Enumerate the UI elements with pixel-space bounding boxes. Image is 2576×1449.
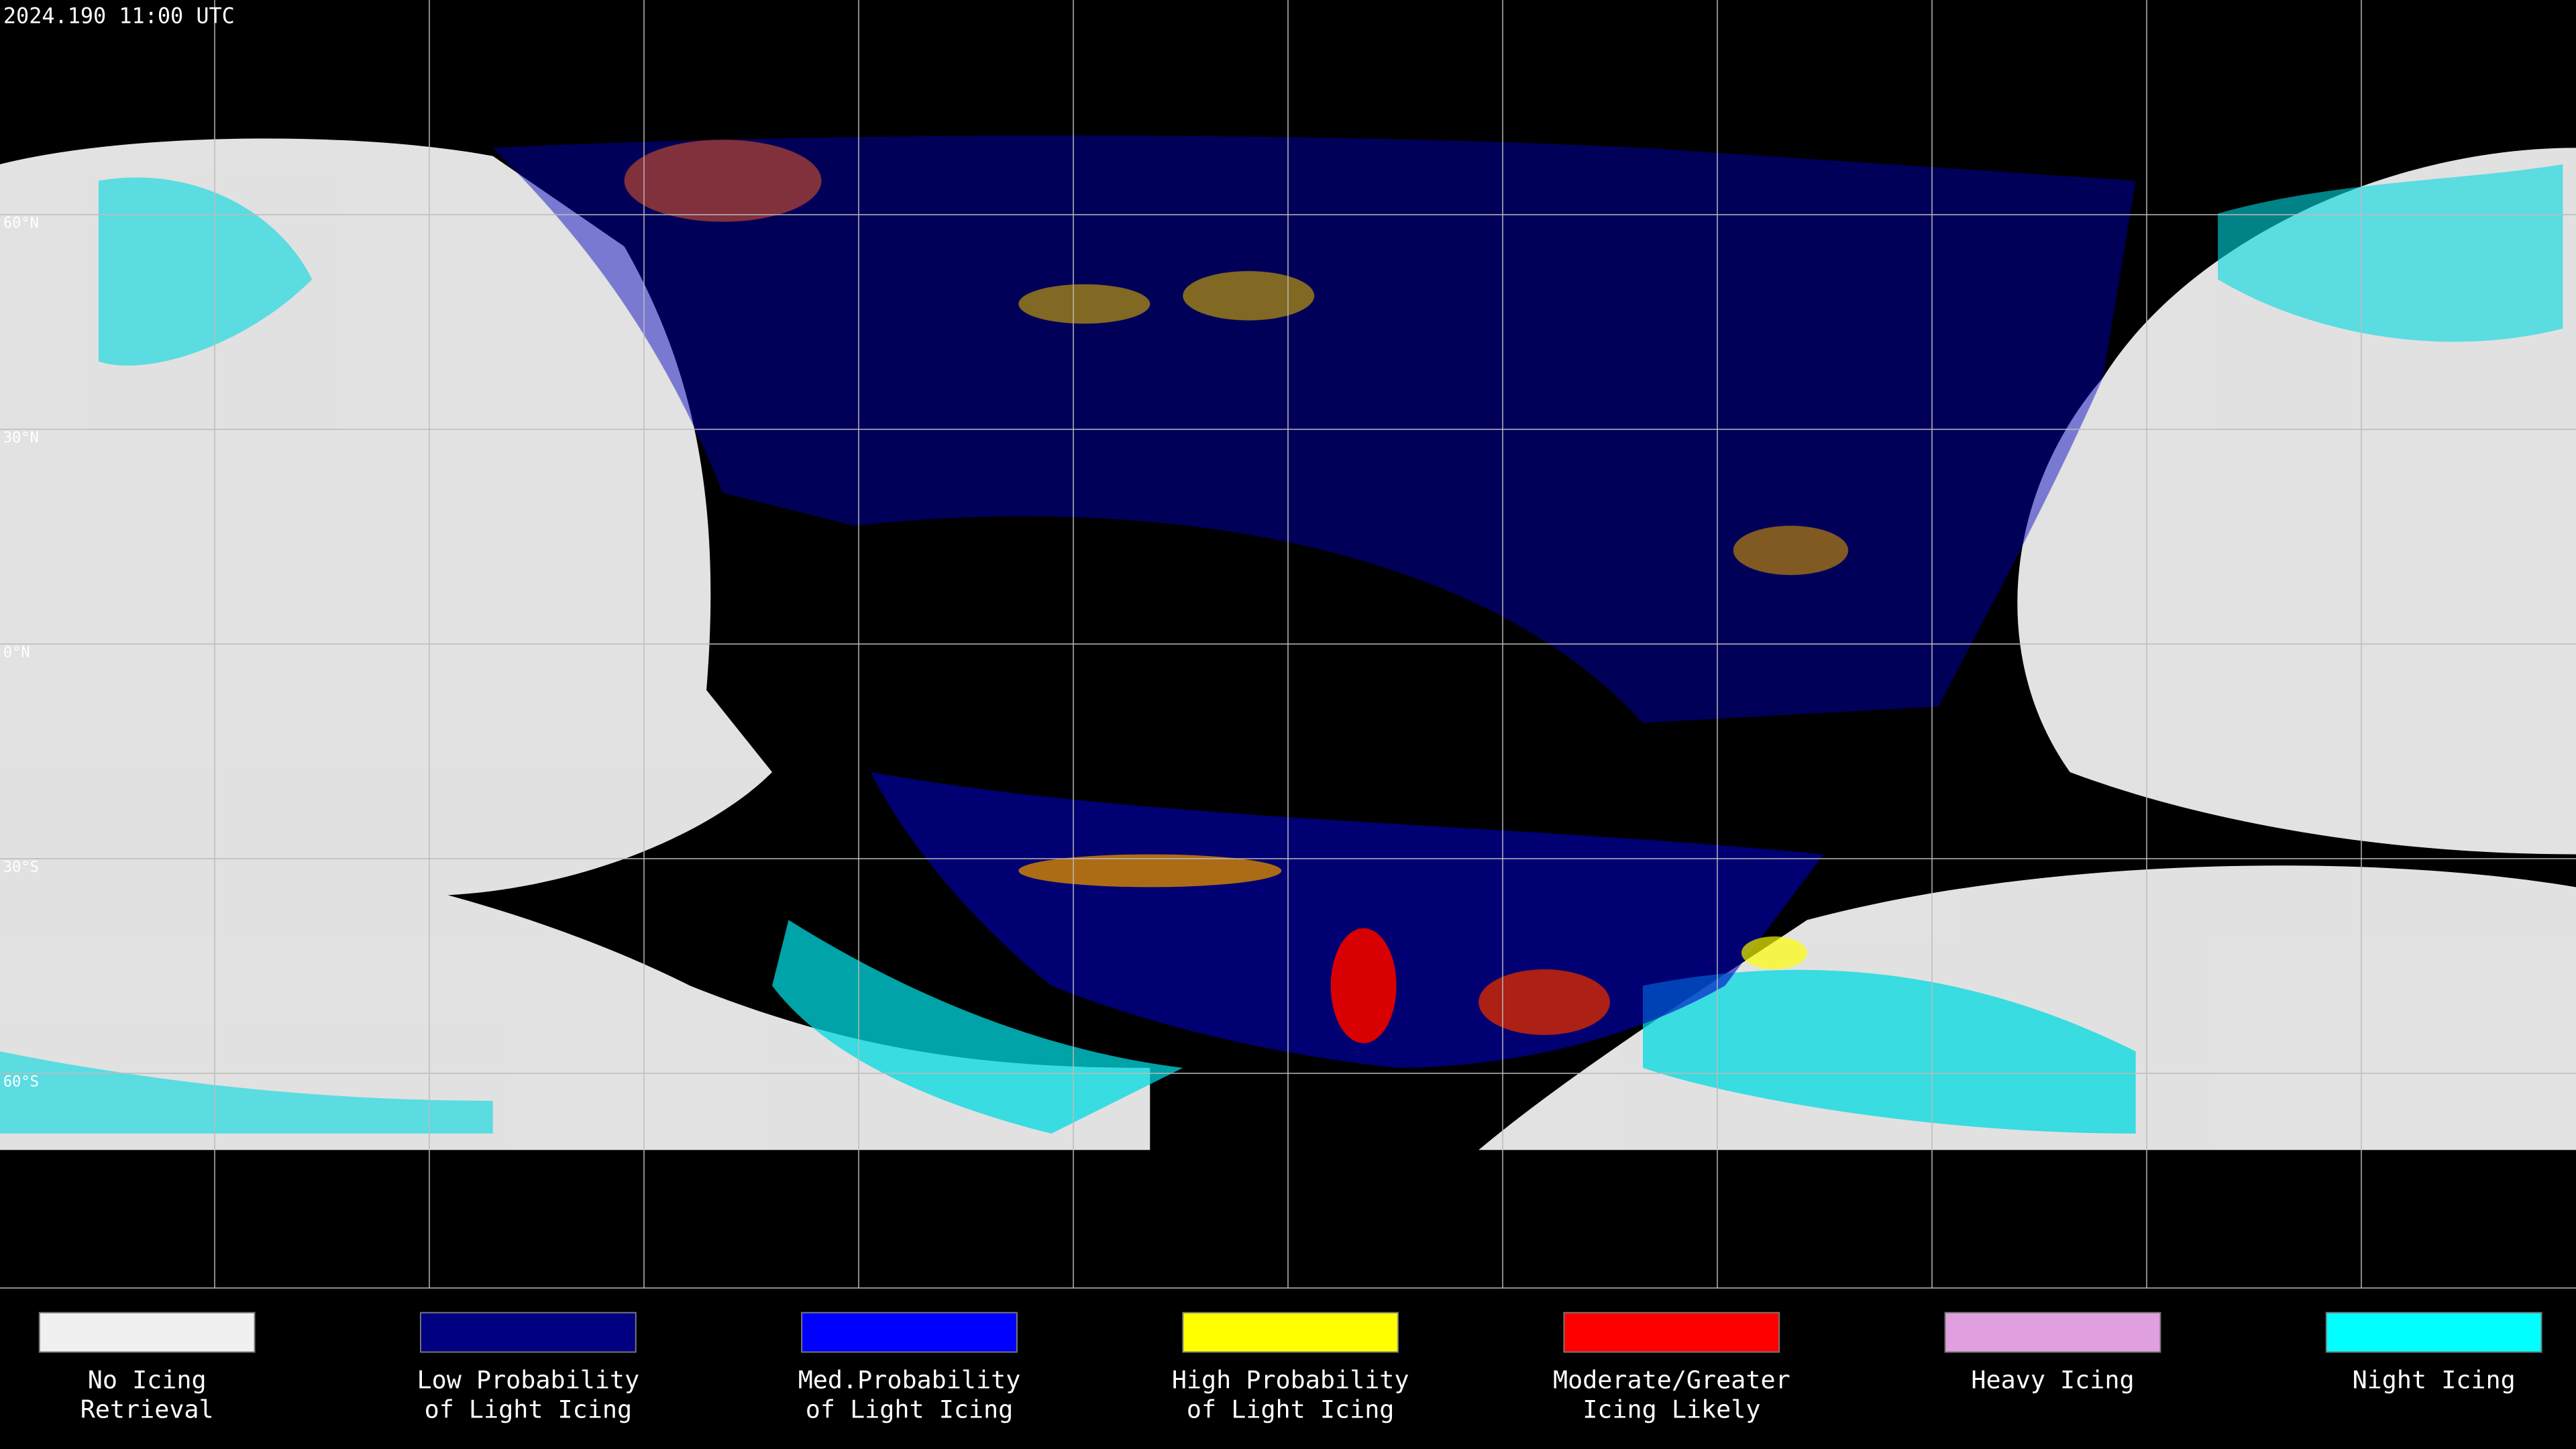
legend-swatch (1944, 1311, 2161, 1353)
legend-label: of Light Icing (1187, 1395, 1395, 1424)
legend-label: of Light Icing (806, 1395, 1013, 1424)
legend-swatch (801, 1311, 1018, 1353)
lat-label: 30°S (3, 859, 39, 876)
legend-label: Icing Likely (1582, 1395, 1760, 1424)
legend-swatch (2325, 1311, 2542, 1353)
legend-label: Low Probability (417, 1365, 640, 1394)
legend-label: Night Icing (2353, 1365, 2516, 1394)
lat-label: 60°N (3, 215, 39, 232)
legend-label: of Light Icing (425, 1395, 633, 1424)
legend-swatch (1563, 1311, 1780, 1353)
timestamp: 2024.190 11:00 UTC (3, 3, 235, 28)
legend-swatch (419, 1311, 637, 1353)
lat-label: 30°N (3, 430, 39, 447)
latitude-labels: 60°N 30°N 0°N 30°S 60°S (3, 215, 39, 1091)
lat-label: 60°S (3, 1074, 39, 1091)
legend-label: No Icing (88, 1365, 207, 1394)
graticule (0, 0, 2576, 1289)
lat-label: 0°N (3, 645, 30, 661)
legend-label: Moderate/Greater (1553, 1365, 1790, 1394)
legend-label: Heavy Icing (1971, 1365, 2134, 1394)
legend-label: Med.Probability (798, 1365, 1021, 1394)
legend-swatch (1182, 1311, 1399, 1353)
cloud-field (0, 138, 2576, 1150)
legend-label: Retrieval (80, 1395, 214, 1424)
legend-swatch (38, 1311, 256, 1353)
legend-label: High Probability (1172, 1365, 1409, 1394)
